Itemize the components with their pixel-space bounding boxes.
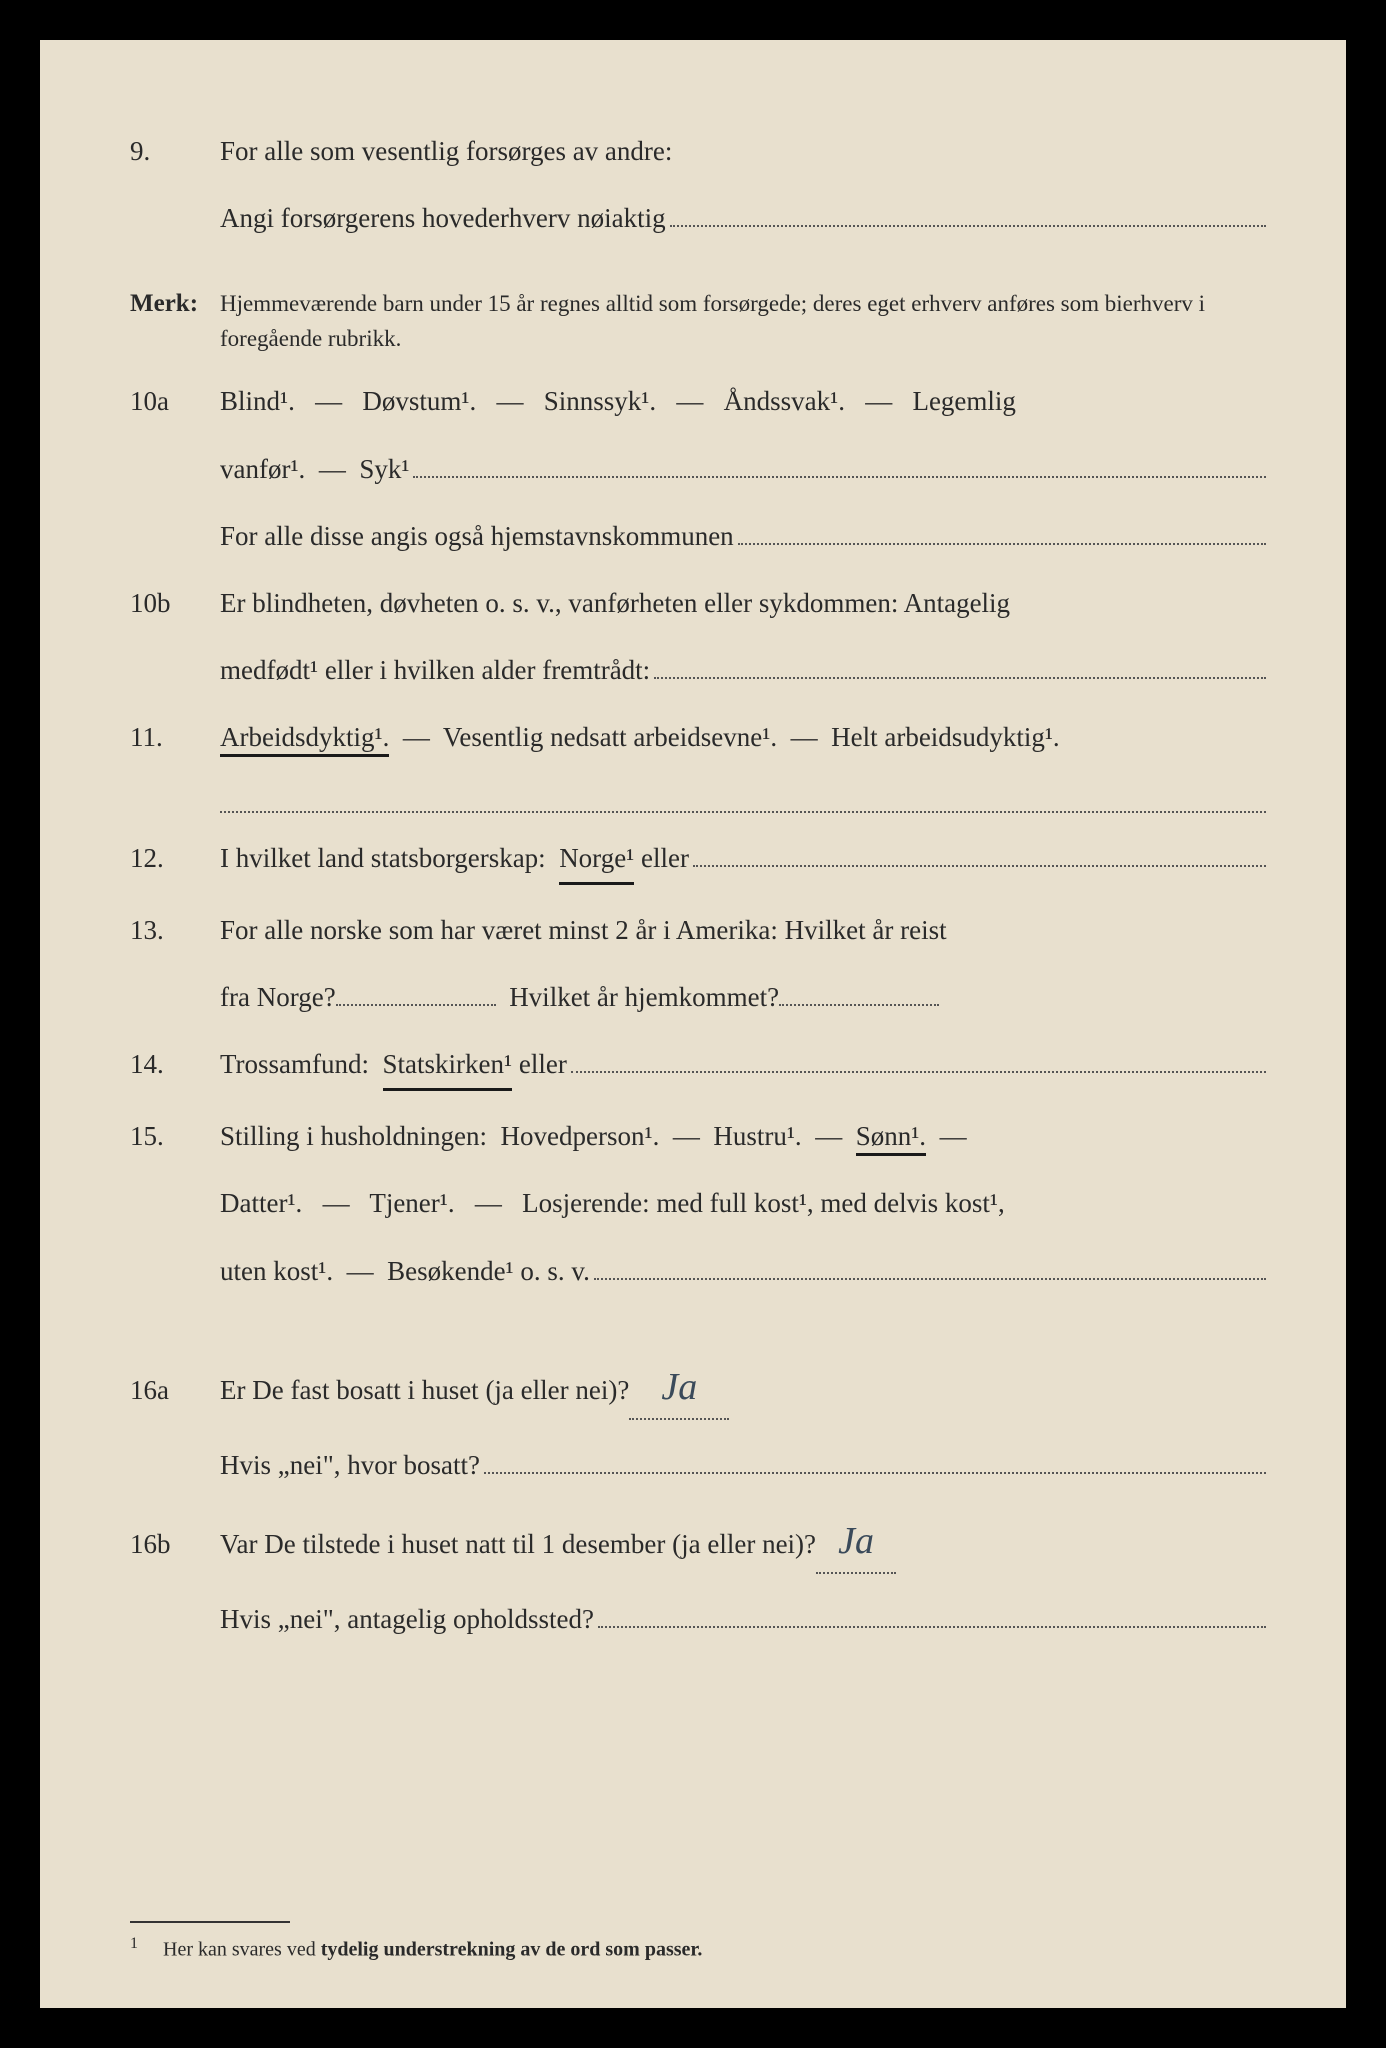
q15-line3: uten kost¹. — Besøkende¹ o. s. v. bbox=[220, 1250, 1266, 1293]
q10a-row: 10a Blind¹. — Døvstum¹. — Sinnssyk¹. — Å… bbox=[130, 380, 1266, 423]
q11-row: 11. Arbeidsdyktig¹. — Vesentlig nedsatt … bbox=[130, 716, 1266, 759]
q10a-opt2: Døvstum¹. bbox=[362, 386, 476, 416]
q16b-line2: Hvis „nei", antagelig opholdssted? bbox=[220, 1598, 594, 1641]
merk-label: Merk: bbox=[130, 284, 220, 324]
q9-line2-row: Angi forsørgerens hovederhverv nøiaktig bbox=[220, 197, 1266, 240]
q14-number: 14. bbox=[130, 1043, 220, 1086]
q10a-opt5: Legemlig bbox=[912, 386, 1015, 416]
q16a-line2-row: Hvis „nei", hvor bosatt? bbox=[220, 1444, 1266, 1487]
q11-fill-row bbox=[220, 784, 1266, 813]
q13-fill2[interactable] bbox=[779, 1004, 939, 1006]
q15-row: 15. Stilling i husholdningen: Hovedperso… bbox=[130, 1115, 1266, 1158]
q15-besokende: Besøkende¹ o. s. v. bbox=[387, 1250, 590, 1293]
q15-losjerende: Losjerende: med full kost¹, med delvis k… bbox=[522, 1188, 1005, 1218]
q11-opt3: Helt arbeidsudyktig¹. bbox=[831, 722, 1060, 752]
q10a-syk: Syk¹ bbox=[359, 448, 409, 491]
q13-row: 13. For alle norske som har været minst … bbox=[130, 909, 1266, 952]
q15-fill[interactable] bbox=[594, 1251, 1266, 1280]
q10a-number: 10a bbox=[130, 380, 220, 423]
q16a-fill[interactable] bbox=[484, 1445, 1266, 1474]
q10b-line2-row: medfødt¹ eller i hvilken alder fremtrådt… bbox=[220, 649, 1266, 692]
footnote-text-b: tydelig understrekning av de ord som pas… bbox=[321, 1938, 703, 1960]
q10b-line1: Er blindheten, døvheten o. s. v., vanfør… bbox=[220, 582, 1266, 625]
q10a-line3: For alle disse angis også hjemstavnskomm… bbox=[220, 515, 734, 558]
q11-opt1-selected: Arbeidsdyktig¹. bbox=[220, 722, 389, 757]
q12-fill[interactable] bbox=[693, 838, 1266, 867]
footnote-text-a: Her kan svares ved bbox=[163, 1938, 316, 1960]
q15-number: 15. bbox=[130, 1115, 220, 1158]
q12-row: 12. I hvilket land statsborgerskap: Norg… bbox=[130, 837, 1266, 885]
footnote-separator bbox=[130, 1921, 290, 1923]
q14-text-b: eller bbox=[519, 1043, 567, 1086]
q15-text-a: Stilling i husholdningen: bbox=[220, 1121, 487, 1151]
q15-opt1: Hovedperson¹. bbox=[501, 1121, 660, 1151]
q11-content: Arbeidsdyktig¹. — Vesentlig nedsatt arbe… bbox=[220, 716, 1266, 759]
q16b-line2-row: Hvis „nei", antagelig opholdssted? bbox=[220, 1598, 1266, 1641]
q16b-fill[interactable] bbox=[598, 1599, 1266, 1628]
q10a-vanfor: vanfør¹. bbox=[220, 448, 305, 491]
q15-line2: Datter¹. — Tjener¹. — Losjerende: med fu… bbox=[220, 1182, 1266, 1225]
q12-number: 12. bbox=[130, 837, 220, 880]
q16a-number: 16a bbox=[130, 1369, 220, 1412]
q15-tjener: Tjener¹. bbox=[369, 1188, 454, 1218]
q10b-fill[interactable] bbox=[654, 650, 1266, 679]
q10a-fill1[interactable] bbox=[413, 449, 1266, 478]
q13-number: 13. bbox=[130, 909, 220, 952]
q13-line1: For alle norske som har været minst 2 år… bbox=[220, 909, 1266, 952]
q16b-number: 16b bbox=[130, 1523, 220, 1566]
footnote-number: 1 bbox=[130, 1935, 138, 1952]
footnote: 1 Her kan svares ved tydelig understrekn… bbox=[130, 1931, 1266, 1966]
q16b-line1-row: Var De tilstede i huset natt til 1 desem… bbox=[220, 1511, 1266, 1574]
q15-datter: Datter¹. bbox=[220, 1188, 302, 1218]
q10a-opt4: Åndssvak¹. bbox=[724, 386, 845, 416]
q10a-opt3: Sinnssyk¹. bbox=[544, 386, 656, 416]
q16a-line1-row: Er De fast bosatt i huset (ja eller nei)… bbox=[220, 1357, 1266, 1420]
q16a-row: 16a Er De fast bosatt i huset (ja eller … bbox=[130, 1357, 1266, 1420]
q12-text-b: eller bbox=[641, 837, 689, 880]
q10b-number: 10b bbox=[130, 582, 220, 625]
q16b-answer-ja: Ja bbox=[832, 1520, 880, 1562]
q10a-line3-row: For alle disse angis også hjemstavnskomm… bbox=[220, 515, 1266, 558]
q10a-opt1: Blind¹. bbox=[220, 386, 295, 416]
q10a-line1: Blind¹. — Døvstum¹. — Sinnssyk¹. — Åndss… bbox=[220, 380, 1266, 423]
census-form-page: 9. For alle som vesentlig forsørges av a… bbox=[40, 40, 1346, 2008]
q13-line2a: fra Norge? bbox=[220, 976, 336, 1019]
q15-line1: Stilling i husholdningen: Hovedperson¹. … bbox=[220, 1115, 1266, 1158]
q14-statskirken-selected: Statskirken¹ bbox=[383, 1043, 513, 1091]
q12-text-a: I hvilket land statsborgerskap: bbox=[220, 837, 546, 880]
q16a-line1: Er De fast bosatt i huset (ja eller nei)… bbox=[220, 1369, 629, 1412]
q12-content: I hvilket land statsborgerskap: Norge¹ e… bbox=[220, 837, 1266, 885]
q16a-answer-field[interactable]: Ja bbox=[629, 1357, 729, 1420]
q9-line1: For alle som vesentlig forsørges av andr… bbox=[220, 130, 1266, 173]
merk-text: Hjemmeværende barn under 15 år regnes al… bbox=[220, 287, 1266, 356]
q9-row: 9. For alle som vesentlig forsørges av a… bbox=[130, 130, 1266, 173]
q16a-line2: Hvis „nei", hvor bosatt? bbox=[220, 1444, 480, 1487]
q9-number: 9. bbox=[130, 130, 220, 173]
q9-line2: Angi forsørgerens hovederhverv nøiaktig bbox=[220, 197, 666, 240]
q14-fill[interactable] bbox=[571, 1044, 1266, 1073]
q16b-answer-field[interactable]: Ja bbox=[816, 1511, 896, 1574]
q16b-line1: Var De tilstede i huset natt til 1 desem… bbox=[220, 1523, 816, 1566]
q13-line2-row: fra Norge? Hvilket år hjemkommet? bbox=[220, 976, 1266, 1019]
q13-fill1[interactable] bbox=[336, 1004, 496, 1006]
q14-text-a: Trossamfund: bbox=[220, 1043, 369, 1086]
q14-row: 14. Trossamfund: Statskirken¹ eller bbox=[130, 1043, 1266, 1091]
q12-norge-selected: Norge¹ bbox=[559, 837, 634, 885]
q10b-line2: medfødt¹ eller i hvilken alder fremtrådt… bbox=[220, 649, 650, 692]
q13-line2b: Hvilket år hjemkommet? bbox=[509, 976, 779, 1019]
q15-uten-kost: uten kost¹. bbox=[220, 1250, 333, 1293]
q11-number: 11. bbox=[130, 716, 220, 759]
merk-row: Merk: Hjemmeværende barn under 15 år reg… bbox=[130, 284, 1266, 356]
q11-fill[interactable] bbox=[220, 784, 1266, 813]
q11-opt2: Vesentlig nedsatt arbeidsevne¹. bbox=[443, 722, 777, 752]
q10b-row: 10b Er blindheten, døvheten o. s. v., va… bbox=[130, 582, 1266, 625]
q15-sonn-selected: Sønn¹. bbox=[856, 1121, 926, 1156]
q10a-fill2[interactable] bbox=[738, 516, 1266, 545]
q15-opt2: Hustru¹. bbox=[713, 1121, 801, 1151]
q9-fill[interactable] bbox=[670, 198, 1266, 227]
q16a-answer-ja: Ja bbox=[655, 1366, 703, 1408]
q16b-row: 16b Var De tilstede i huset natt til 1 d… bbox=[130, 1511, 1266, 1574]
q14-content: Trossamfund: Statskirken¹ eller bbox=[220, 1043, 1266, 1091]
q10a-line2: vanfør¹. — Syk¹ bbox=[220, 448, 1266, 491]
